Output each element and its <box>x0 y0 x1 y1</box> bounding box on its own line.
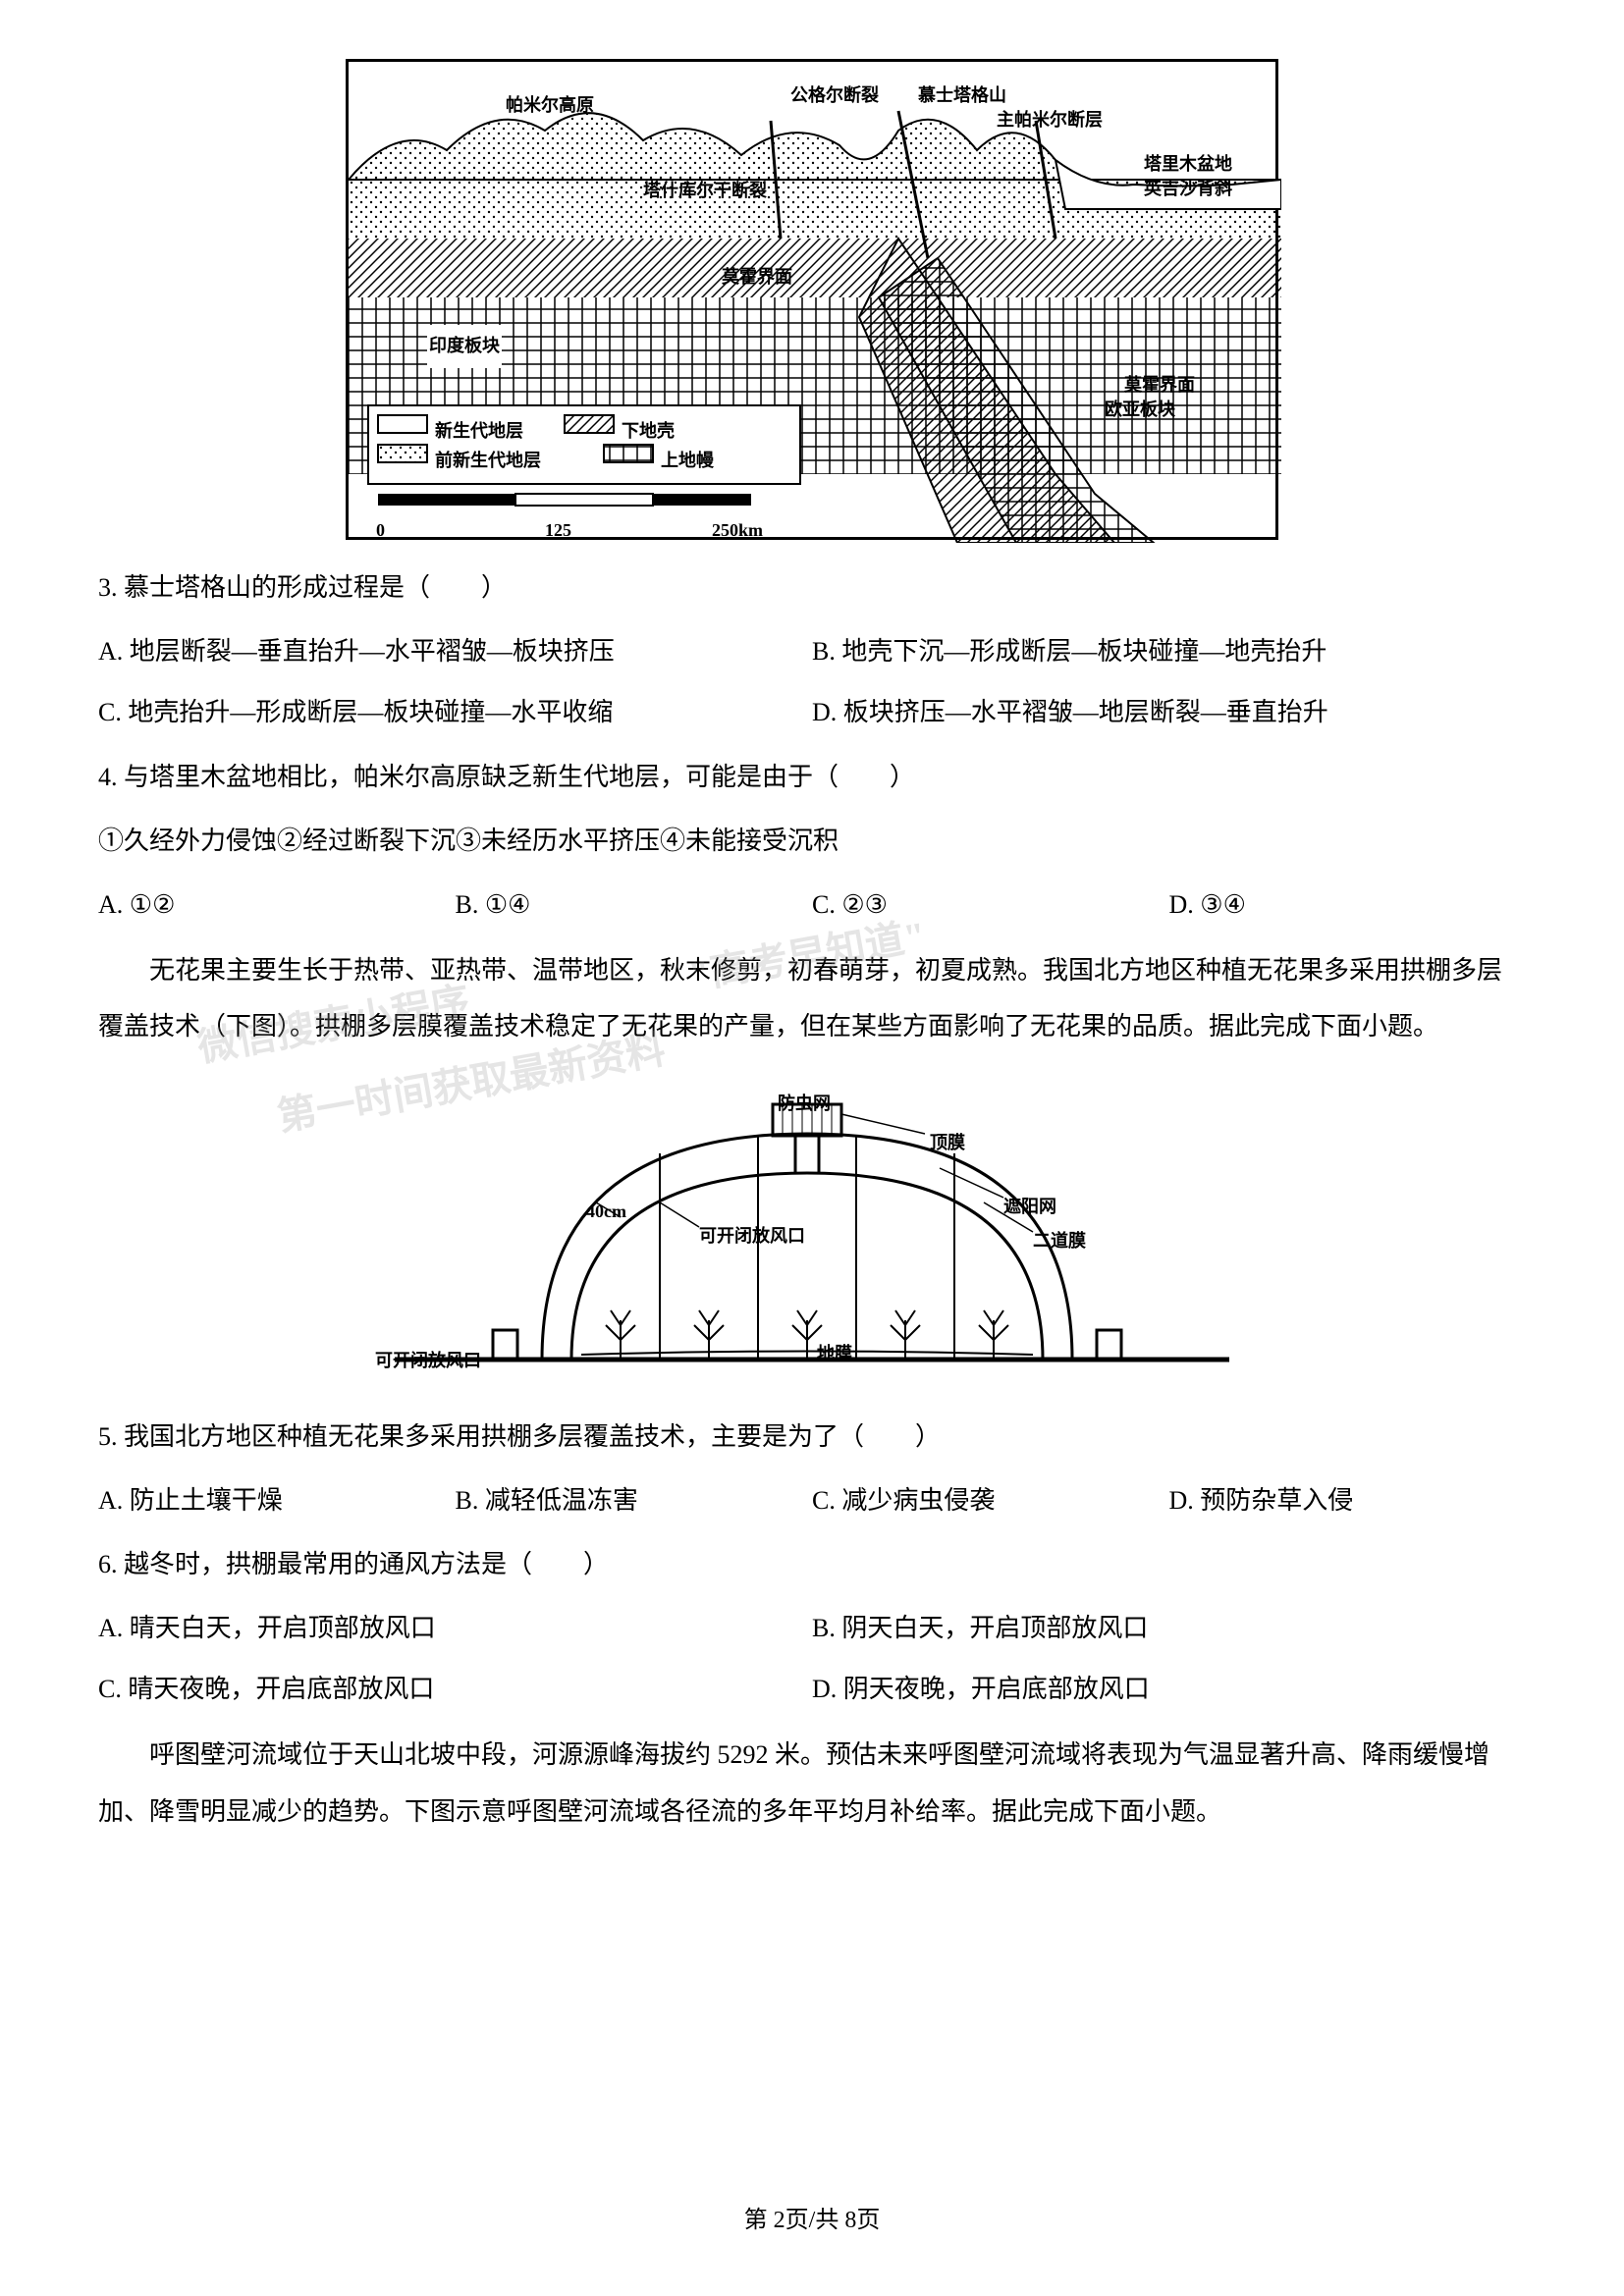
geology-diagram: 帕米尔高原 公格尔断裂 慕士塔格山 主帕米尔断层 塔里木盆地 英吉沙背斜 塔什库… <box>346 59 1278 540</box>
passage-1: 无花果主要生长于热带、亚热带、温带地区，秋末修剪，初春萌芽，初夏成熟。我国北方地… <box>98 942 1526 1054</box>
geology-diagram-container: 帕米尔高原 公格尔断裂 慕士塔格山 主帕米尔断层 塔里木盆地 英吉沙背斜 塔什库… <box>98 59 1526 540</box>
q5-option-b: B. 减轻低温冻害 <box>456 1472 813 1528</box>
question-3: 3. 慕士塔格山的形成过程是（ ） <box>98 560 1526 615</box>
q5-number: 5. <box>98 1422 118 1451</box>
q5-option-c: C. 减少病虫侵袭 <box>812 1472 1169 1528</box>
q6-options-row2: C. 晴天夜晚，开启底部放风口 D. 阴天夜晚，开启底部放风口 <box>98 1661 1526 1717</box>
q4-options: A. ①② B. ①④ C. ②③ D. ③④ <box>98 877 1526 933</box>
question-4: 4. 与塔里木盆地相比，帕米尔高原缺乏新生代地层，可能是由于（ ） <box>98 749 1526 805</box>
label-top-film: 顶膜 <box>930 1124 965 1163</box>
q4-option-b: B. ①④ <box>456 877 813 933</box>
label-gonggeer: 公格尔断裂 <box>790 77 879 116</box>
label-ground-film: 地膜 <box>817 1335 852 1374</box>
q3-stem: 慕士塔格山的形成过程是（ ） <box>124 573 507 602</box>
label-vent-top: 可开闭放风口 <box>699 1217 805 1256</box>
q4-option-c: C. ②③ <box>812 877 1169 933</box>
scale-0: 0 <box>376 511 385 551</box>
q6-stem: 越冬时，拱棚最常用的通风方法是（ ） <box>124 1550 609 1578</box>
question-5: 5. 我国北方地区种植无花果多采用拱棚多层覆盖技术，主要是为了（ ） <box>98 1409 1526 1465</box>
label-pamir: 帕米尔高原 <box>506 86 594 126</box>
label-shade-net: 遮阳网 <box>1003 1188 1056 1227</box>
label-vent-side: 可开闭放风口 <box>375 1342 481 1381</box>
q5-option-d: D. 预防杂草入侵 <box>1169 1472 1527 1528</box>
greenhouse-diagram: 防虫网 顶膜 遮阳网 二道膜 地膜 可开闭放风口 可开闭放风口 40cm <box>395 1075 1229 1389</box>
q3-options-row1: A. 地层断裂—垂直抬升—水平褶皱—板块挤压 B. 地壳下沉—形成断层—板块碰撞… <box>98 623 1526 679</box>
legend-upper-mantle: 上地幔 <box>661 442 714 481</box>
q5-options: A. 防止土壤干燥 B. 减轻低温冻害 C. 减少病虫侵袭 D. 预防杂草入侵 <box>98 1472 1526 1528</box>
q6-option-d: D. 阴天夜晚，开启底部放风口 <box>812 1661 1526 1717</box>
scale-250: 250km <box>712 511 763 551</box>
q4-option-d: D. ③④ <box>1169 877 1527 933</box>
q5-option-a: A. 防止土壤干燥 <box>98 1472 456 1528</box>
q3-options-row2: C. 地壳抬升—形成断层—板块碰撞—水平收缩 D. 板块挤压—水平褶皱—地层断裂… <box>98 684 1526 740</box>
label-tashikuergan: 塔什库尔干断裂 <box>643 172 767 211</box>
q4-stem: 与塔里木盆地相比，帕米尔高原缺乏新生代地层，可能是由于（ ） <box>124 763 915 791</box>
q6-option-b: B. 阴天白天，开启顶部放风口 <box>812 1600 1526 1656</box>
label-main-pamir: 主帕米尔断层 <box>997 101 1103 140</box>
q5-stem: 我国北方地区种植无花果多采用拱棚多层覆盖技术，主要是为了（ ） <box>124 1422 941 1451</box>
q6-option-a: A. 晴天白天，开启顶部放风口 <box>98 1600 812 1656</box>
label-moho1: 莫霍界面 <box>722 258 792 297</box>
q4-sub-options: ①久经外力侵蚀②经过断裂下沉③未经历水平挤压④未能接受沉积 <box>98 813 1526 869</box>
label-indian: 印度板块 <box>427 325 502 368</box>
q4-number: 4. <box>98 763 118 791</box>
q3-option-c: C. 地壳抬升—形成断层—板块碰撞—水平收缩 <box>98 684 812 740</box>
label-yingjisha: 英吉沙背斜 <box>1144 170 1232 209</box>
label-pest-net: 防虫网 <box>778 1085 831 1124</box>
label-eurasian: 欧亚板块 <box>1105 391 1175 430</box>
label-mushtag: 慕士塔格山 <box>918 77 1006 116</box>
passage-2: 呼图壁河流域位于天山北坡中段，河源源峰海拔约 5292 米。预估未来呼图壁河流域… <box>98 1727 1526 1839</box>
q3-option-a: A. 地层断裂—垂直抬升—水平褶皱—板块挤压 <box>98 623 812 679</box>
page-footer: 第 2页/共 8页 <box>0 2195 1624 2247</box>
scale-125: 125 <box>545 511 571 551</box>
q6-options-row1: A. 晴天白天，开启顶部放风口 B. 阴天白天，开启顶部放风口 <box>98 1600 1526 1656</box>
legend-pre-cenozoic: 前新生代地层 <box>435 442 541 481</box>
q6-number: 6. <box>98 1550 118 1578</box>
q3-option-b: B. 地壳下沉—形成断层—板块碰撞—地壳抬升 <box>812 623 1526 679</box>
q3-number: 3. <box>98 573 118 602</box>
label-height: 40cm <box>586 1193 626 1232</box>
question-6: 6. 越冬时，拱棚最常用的通风方法是（ ） <box>98 1536 1526 1592</box>
q3-option-d: D. 板块挤压—水平褶皱—地层断裂—垂直抬升 <box>812 684 1526 740</box>
label-second-film: 二道膜 <box>1033 1222 1086 1261</box>
q6-option-c: C. 晴天夜晚，开启底部放风口 <box>98 1661 812 1717</box>
q4-option-a: A. ①② <box>98 877 456 933</box>
